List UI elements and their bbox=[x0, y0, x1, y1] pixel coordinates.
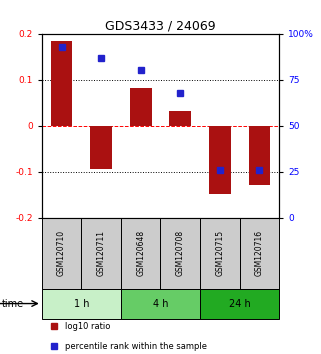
Bar bbox=[240, 218, 279, 289]
Text: 24 h: 24 h bbox=[229, 298, 251, 309]
Bar bbox=[81, 218, 121, 289]
Bar bbox=[200, 289, 279, 319]
Text: GSM120708: GSM120708 bbox=[176, 230, 185, 276]
Bar bbox=[160, 218, 200, 289]
Bar bbox=[248, 126, 270, 184]
Text: GSM120715: GSM120715 bbox=[215, 230, 224, 276]
Bar bbox=[130, 88, 152, 126]
Text: GSM120710: GSM120710 bbox=[57, 230, 66, 276]
Bar bbox=[121, 218, 160, 289]
Text: percentile rank within the sample: percentile rank within the sample bbox=[65, 342, 207, 351]
Bar bbox=[90, 126, 112, 170]
Text: GSM120648: GSM120648 bbox=[136, 230, 145, 276]
Bar bbox=[209, 126, 231, 194]
Bar bbox=[51, 41, 73, 126]
Bar bbox=[42, 289, 121, 319]
Text: 1 h: 1 h bbox=[74, 298, 89, 309]
Bar bbox=[42, 218, 81, 289]
Title: GDS3433 / 24069: GDS3433 / 24069 bbox=[105, 19, 216, 33]
Bar bbox=[121, 289, 200, 319]
Text: log10 ratio: log10 ratio bbox=[65, 322, 111, 331]
Text: time: time bbox=[2, 298, 24, 309]
Bar bbox=[200, 218, 240, 289]
Text: GSM120716: GSM120716 bbox=[255, 230, 264, 276]
Text: 4 h: 4 h bbox=[153, 298, 168, 309]
Bar bbox=[169, 111, 191, 126]
Text: GSM120711: GSM120711 bbox=[97, 230, 106, 276]
